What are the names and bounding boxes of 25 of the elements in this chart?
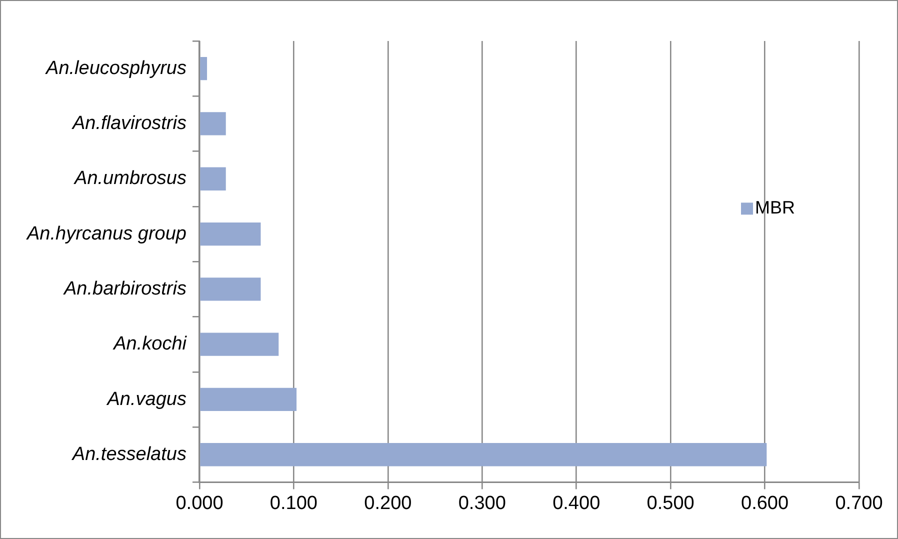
bar xyxy=(200,443,767,466)
y-tick-label: An.flavirostris xyxy=(71,113,187,134)
x-tick-label: 0.600 xyxy=(741,492,789,514)
legend-label: MBR xyxy=(755,198,795,218)
bar xyxy=(200,56,208,80)
x-tick-label: 0.100 xyxy=(270,492,318,514)
x-tick-label: 0.200 xyxy=(364,492,412,514)
y-tick-label: An.kochi xyxy=(112,334,188,355)
y-tick-label: An.tesselatus xyxy=(71,444,187,465)
y-tick-label: An.hyrcanus group xyxy=(26,223,186,244)
x-tick-label: 0.400 xyxy=(552,492,600,514)
bar xyxy=(200,388,297,412)
x-tick-label: 0.000 xyxy=(176,492,224,514)
bar xyxy=(200,222,261,246)
y-tick-label: An.leucosphyrus xyxy=(45,58,187,79)
bar xyxy=(200,112,226,136)
bar xyxy=(200,332,279,356)
bar xyxy=(200,167,226,190)
y-tick-label: An.vagus xyxy=(106,388,187,410)
x-tick-label: 0.700 xyxy=(835,492,883,514)
y-tick-label: An.umbrosus xyxy=(74,168,187,190)
y-tick-label: An.barbirostris xyxy=(62,278,187,300)
x-tick-label: 0.300 xyxy=(458,492,506,514)
bar xyxy=(200,278,261,301)
x-tick-label: 0.500 xyxy=(646,492,694,514)
